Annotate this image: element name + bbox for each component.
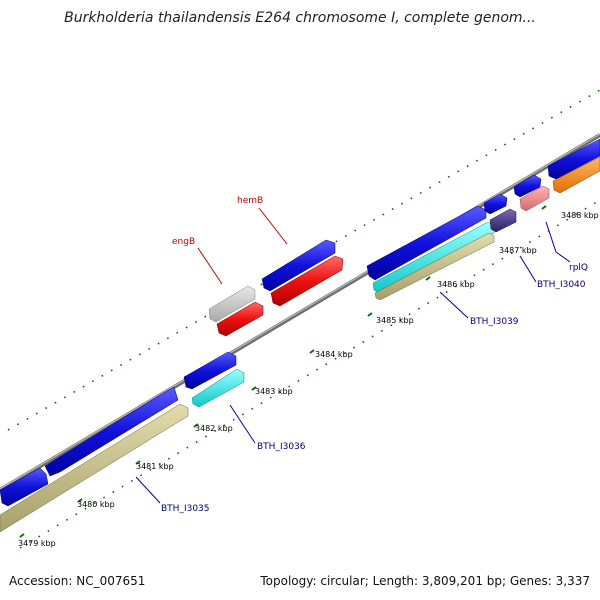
- gene-label-BTH-I3036: BTH_I3036: [257, 442, 306, 452]
- scale-label-3485: 3485 kbp: [376, 316, 414, 325]
- gene-labels: engB hemB rplQ BTH_I3035 BTH_I3036 BTH_I…: [161, 196, 588, 514]
- leader-line-BTH-I3039: [439, 291, 469, 319]
- scale-label-3479: 3479 kbp: [18, 539, 56, 548]
- backbone: [0, 133, 600, 492]
- leader-line-BTH-I3040: [519, 255, 537, 283]
- gene-feature-khaki: [374, 232, 495, 301]
- gene-feature-blue: [261, 239, 336, 292]
- gene-feature-orange: [552, 156, 600, 194]
- gene-feature-blue: [183, 351, 237, 390]
- scale-labels: 3479 kbp 3480 kbp 3481 kbp 3482 kbp 3483…: [18, 211, 599, 548]
- gene-label-BTH-I3039: BTH_I3039: [470, 317, 519, 327]
- scale-label-3487: 3487 kbp: [499, 246, 537, 255]
- tick-mark: [251, 386, 257, 391]
- tick-mark: [367, 312, 373, 317]
- gene-feature-blue: [483, 193, 508, 215]
- label-leaders: [135, 207, 571, 504]
- scale-label-3484: 3484 kbp: [315, 350, 353, 359]
- gene-label-hemB: hemB: [237, 196, 263, 206]
- gene-feature-cyan: [191, 368, 245, 408]
- reverse-genes[interactable]: [0, 156, 600, 533]
- gene-feature-blue: [547, 138, 600, 180]
- gene-feature-cyan: [372, 221, 495, 294]
- scale-label-3488: 3488 kbp: [561, 211, 599, 220]
- tick-mark: [425, 276, 431, 281]
- gene-feature-blue: [44, 386, 179, 477]
- leader-line-rplQ: [545, 221, 571, 263]
- scale-label-3483: 3483 kbp: [255, 387, 293, 396]
- tick-mark: [193, 423, 199, 428]
- tick-mark: [541, 205, 547, 210]
- tick-mark: [19, 533, 25, 538]
- leader-line-engB: [197, 247, 223, 285]
- topology-stats: Topology: circular; Length: 3,809,201 bp…: [260, 574, 590, 588]
- gene-label-rplQ: rplQ: [569, 263, 588, 273]
- scale-label-3481: 3481 kbp: [136, 462, 174, 471]
- gene-feature-khaki: [0, 403, 189, 533]
- gene-feature-pink: [519, 185, 550, 212]
- gene-feature-blue: [366, 205, 487, 281]
- scale-label-3482: 3482 kbp: [195, 424, 233, 433]
- gene-feature-red: [216, 301, 264, 337]
- gene-feature-blue: [513, 174, 542, 198]
- forward-genes[interactable]: [0, 138, 600, 507]
- leader-line-BTH-I3036: [229, 404, 256, 444]
- leader-line-BTH-I3035: [135, 476, 161, 504]
- accession-text: Accession: NC_007651: [9, 574, 146, 588]
- map-title: Burkholderia thailandensis E264 chromoso…: [64, 10, 536, 26]
- tick-mark: [77, 498, 83, 503]
- scale-label-3486: 3486 kbp: [437, 280, 475, 289]
- tick-mark: [309, 349, 315, 354]
- gene-label-BTH-I3035: BTH_I3035: [161, 504, 210, 514]
- gene-feature-red: [270, 255, 344, 307]
- gene-feature-blue: [0, 467, 49, 507]
- scale-label-3480: 3480 kbp: [77, 500, 115, 509]
- leader-line-hemB: [258, 207, 288, 245]
- gene-label-BTH-I3040: BTH_I3040: [537, 280, 586, 290]
- gene-feature-purple: [489, 208, 517, 233]
- gene-label-engB: engB: [172, 237, 195, 247]
- tick-mark: [135, 460, 141, 465]
- gene-feature-gray: [208, 285, 256, 323]
